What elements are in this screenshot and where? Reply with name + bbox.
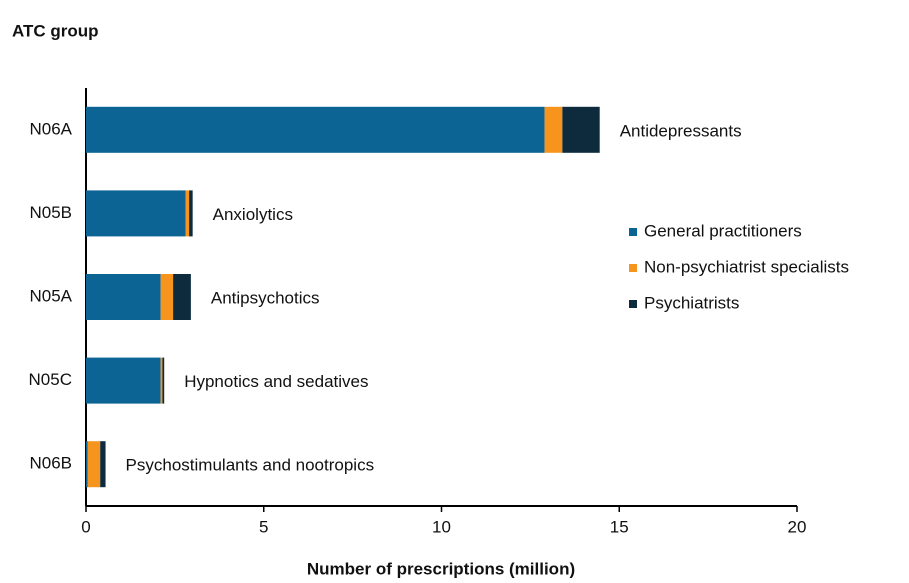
legend-label: General practitioners	[644, 221, 802, 240]
bar-segment	[160, 357, 163, 404]
bar-description: Anxiolytics	[213, 205, 293, 224]
bar-segment	[162, 357, 165, 404]
legend-swatch	[629, 264, 637, 272]
y-tick-label: N06A	[29, 119, 72, 138]
x-tick-label: 0	[81, 517, 90, 536]
y-tick-label: N05A	[29, 286, 72, 305]
x-tick-label: 20	[788, 517, 807, 536]
bar-segment	[86, 106, 545, 153]
y-tick-label: N05B	[29, 203, 72, 222]
bar-description: Antipsychotics	[211, 288, 320, 307]
legend-swatch	[629, 228, 637, 236]
y-tick-label: N05C	[29, 370, 72, 389]
y-tick-label: N06B	[29, 454, 72, 473]
bar-segment	[173, 274, 191, 320]
bar-segment	[86, 357, 161, 404]
x-tick-label: 5	[259, 517, 268, 536]
bar-segment	[100, 441, 106, 488]
legend-swatch	[629, 300, 637, 308]
bar-segment	[562, 106, 600, 153]
bar-description: Hypnotics and sedatives	[184, 372, 368, 391]
legend-label: Psychiatrists	[644, 293, 739, 312]
x-tick-label: 10	[432, 517, 451, 536]
bar-segment	[86, 190, 186, 237]
bar-segment	[189, 190, 193, 237]
bar-segment	[86, 441, 88, 488]
bar-description: Psychostimulants and nootropics	[126, 456, 375, 475]
bar-segment	[87, 441, 101, 488]
bar-segment	[160, 274, 174, 320]
x-axis-title: Number of prescriptions (million)	[307, 559, 575, 578]
legend-label: Non-psychiatrist specialists	[644, 257, 849, 276]
x-tick-label: 15	[610, 517, 629, 536]
bar-description: Antidepressants	[620, 121, 742, 140]
bar-segment	[185, 190, 190, 237]
bar-segment	[544, 106, 563, 153]
bar-segment	[86, 274, 161, 320]
y-axis-title: ATC group	[12, 21, 99, 40]
